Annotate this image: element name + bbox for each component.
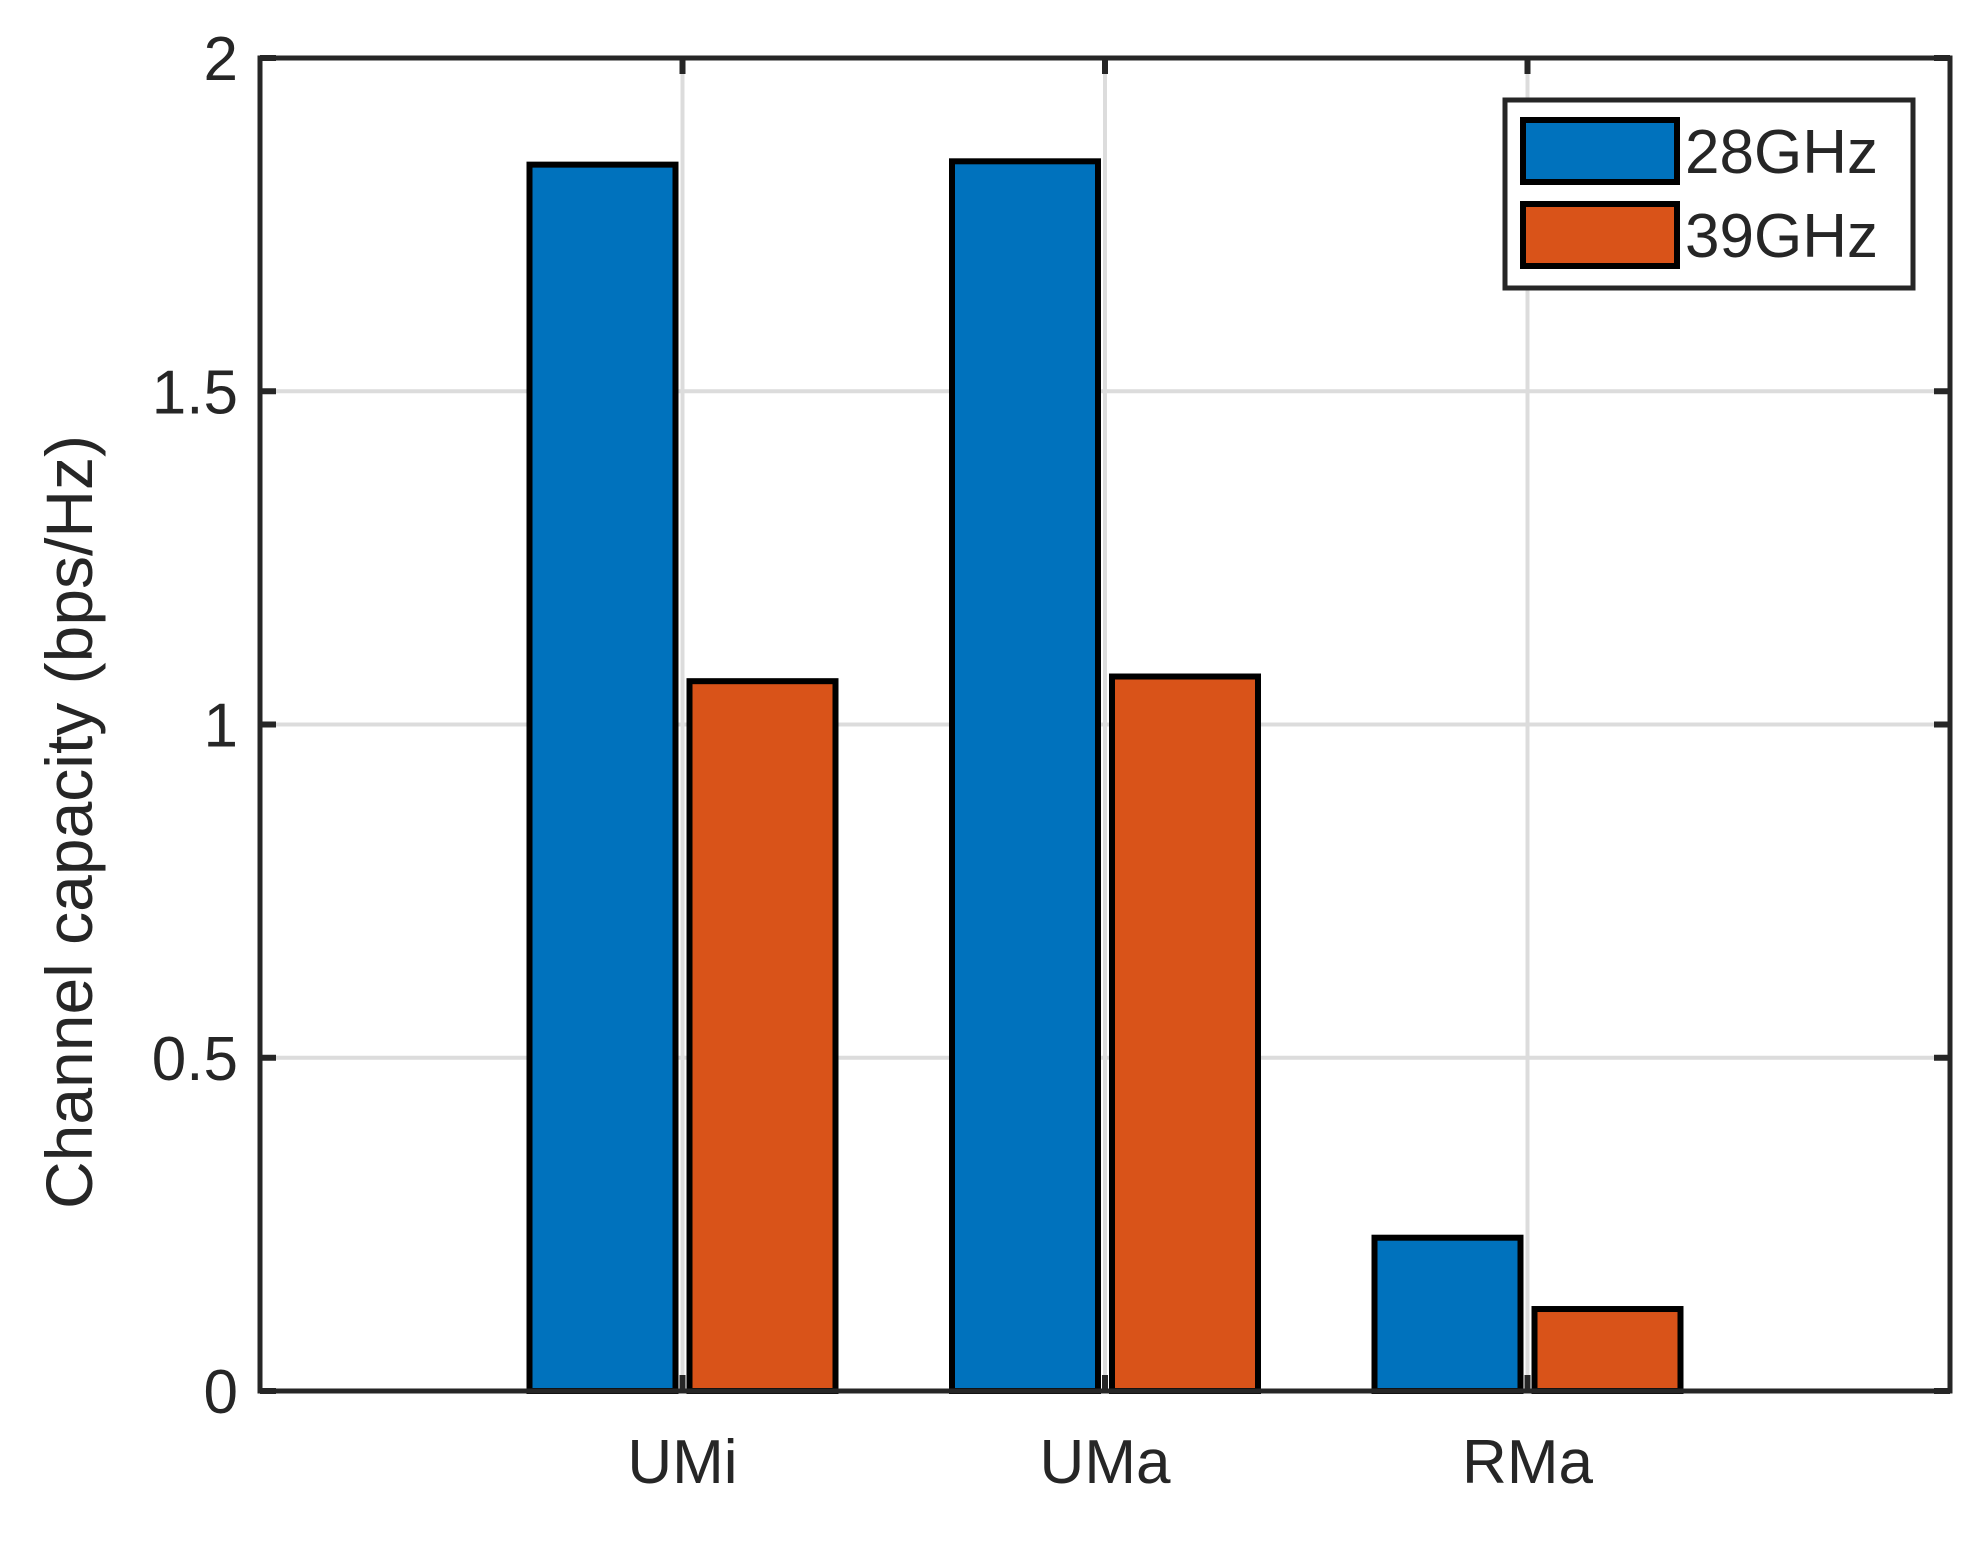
legend-swatch-39GHz bbox=[1520, 201, 1680, 269]
legend: 28GHz 39GHz bbox=[1502, 97, 1916, 291]
bar-39GHz-UMi bbox=[686, 678, 839, 1394]
x-tick-label: UMa bbox=[1040, 1428, 1171, 1497]
legend-label-28GHz: 28GHz bbox=[1685, 118, 1878, 187]
bar-28GHz-UMa bbox=[949, 158, 1101, 1394]
legend-label-39GHz: 39GHz bbox=[1685, 202, 1878, 271]
y-tick-label: 1.5 bbox=[152, 358, 238, 427]
y-tick-label: 2 bbox=[204, 25, 238, 94]
bar-39GHz-RMa bbox=[1531, 1306, 1684, 1395]
tick-labels: 0 0.5 1 1.5 2 UMi UMa RMa bbox=[152, 25, 1594, 1497]
x-tick-label: RMa bbox=[1462, 1428, 1593, 1497]
y-tick-label: 0 bbox=[204, 1358, 238, 1427]
bar-39GHz-UMa bbox=[1109, 673, 1261, 1394]
legend-swatch-28GHz bbox=[1520, 117, 1680, 185]
bar-28GHz-RMa bbox=[1371, 1234, 1524, 1394]
bars bbox=[526, 158, 1684, 1395]
bar-28GHz-UMi bbox=[526, 161, 679, 1394]
x-tick-label: UMi bbox=[627, 1428, 737, 1497]
y-axis-label: Channel capacity (bps/Hz) bbox=[32, 435, 106, 1209]
axes bbox=[257, 55, 1953, 1394]
y-tick-label: 0.5 bbox=[152, 1025, 238, 1094]
y-tick-label: 1 bbox=[204, 692, 238, 761]
